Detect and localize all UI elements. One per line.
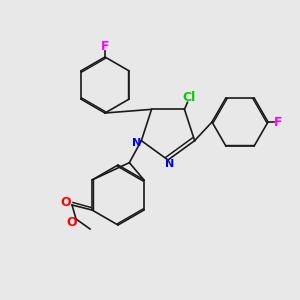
- Text: O: O: [61, 196, 71, 209]
- Text: O: O: [67, 217, 77, 230]
- Text: N: N: [132, 138, 141, 148]
- Text: F: F: [274, 116, 282, 128]
- Text: Cl: Cl: [183, 91, 196, 104]
- Text: F: F: [101, 40, 109, 53]
- Text: N: N: [165, 159, 175, 169]
